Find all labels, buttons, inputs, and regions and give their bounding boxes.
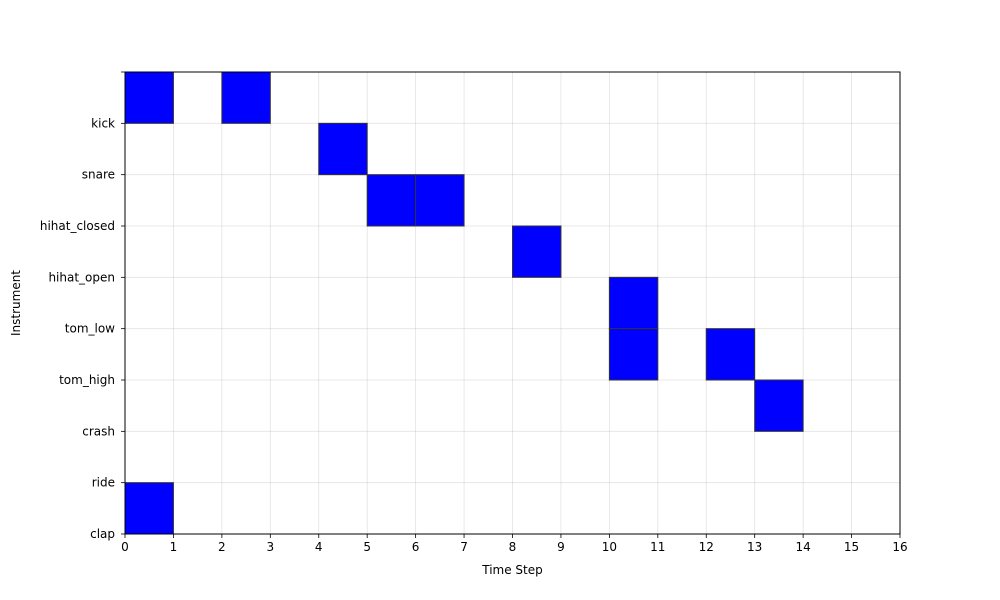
x-tick-label: 0: [121, 540, 129, 554]
y-axis: clap ride crash tom_high tom_low hihat_open hi…: [40, 71, 125, 541]
x-axis-label: Time Step: [481, 563, 543, 577]
note-cell: [124, 71, 174, 124]
x-tick-label: 6: [412, 540, 420, 554]
x-tick-label: 14: [795, 540, 810, 554]
y-tick-label: tom_high: [59, 373, 115, 387]
note-cell: [608, 276, 659, 330]
note-cell: [415, 174, 465, 227]
note-cell: [366, 174, 417, 227]
x-tick-label: 3: [266, 540, 274, 554]
x-tick-label: 2: [218, 540, 226, 554]
y-tick-label: tom_low: [65, 322, 115, 336]
x-tick-label: 1: [170, 540, 178, 554]
note-cell: [124, 482, 174, 535]
y-tick-label: crash: [82, 424, 115, 438]
x-tick-label: 4: [315, 540, 323, 554]
note-cell: [221, 71, 271, 124]
y-axis-label: Instrument: [9, 270, 23, 336]
x-tick-label: 7: [460, 540, 468, 554]
x-tick-label: 5: [363, 540, 371, 554]
x-tick-label: 8: [509, 540, 517, 554]
note-cell: [705, 328, 756, 381]
x-tick-label: 16: [892, 540, 907, 554]
note-cell: [318, 122, 368, 176]
x-tick-label: 10: [602, 540, 617, 554]
y-tick-label: kick: [91, 116, 115, 130]
y-tick-label: hihat_open: [48, 270, 115, 284]
y-tick-label: clap: [90, 527, 115, 541]
note-cell: [608, 328, 659, 381]
x-tick-label: 12: [699, 540, 714, 554]
y-tick-label: snare: [82, 168, 115, 182]
x-tick-label: 9: [557, 540, 565, 554]
x-tick-label: 15: [844, 540, 859, 554]
y-tick-label: ride: [92, 476, 115, 490]
grid-lines: [124, 71, 901, 535]
note-cell: [512, 225, 562, 278]
x-axis: 0 1 2 3 4 5 6 7 8 9 10 11 12 13 14 15 16: [121, 534, 908, 554]
note-cell: [754, 379, 804, 432]
x-tick-label: 11: [650, 540, 665, 554]
x-tick-label: 13: [747, 540, 762, 554]
y-tick-label: hihat_closed: [40, 219, 115, 233]
